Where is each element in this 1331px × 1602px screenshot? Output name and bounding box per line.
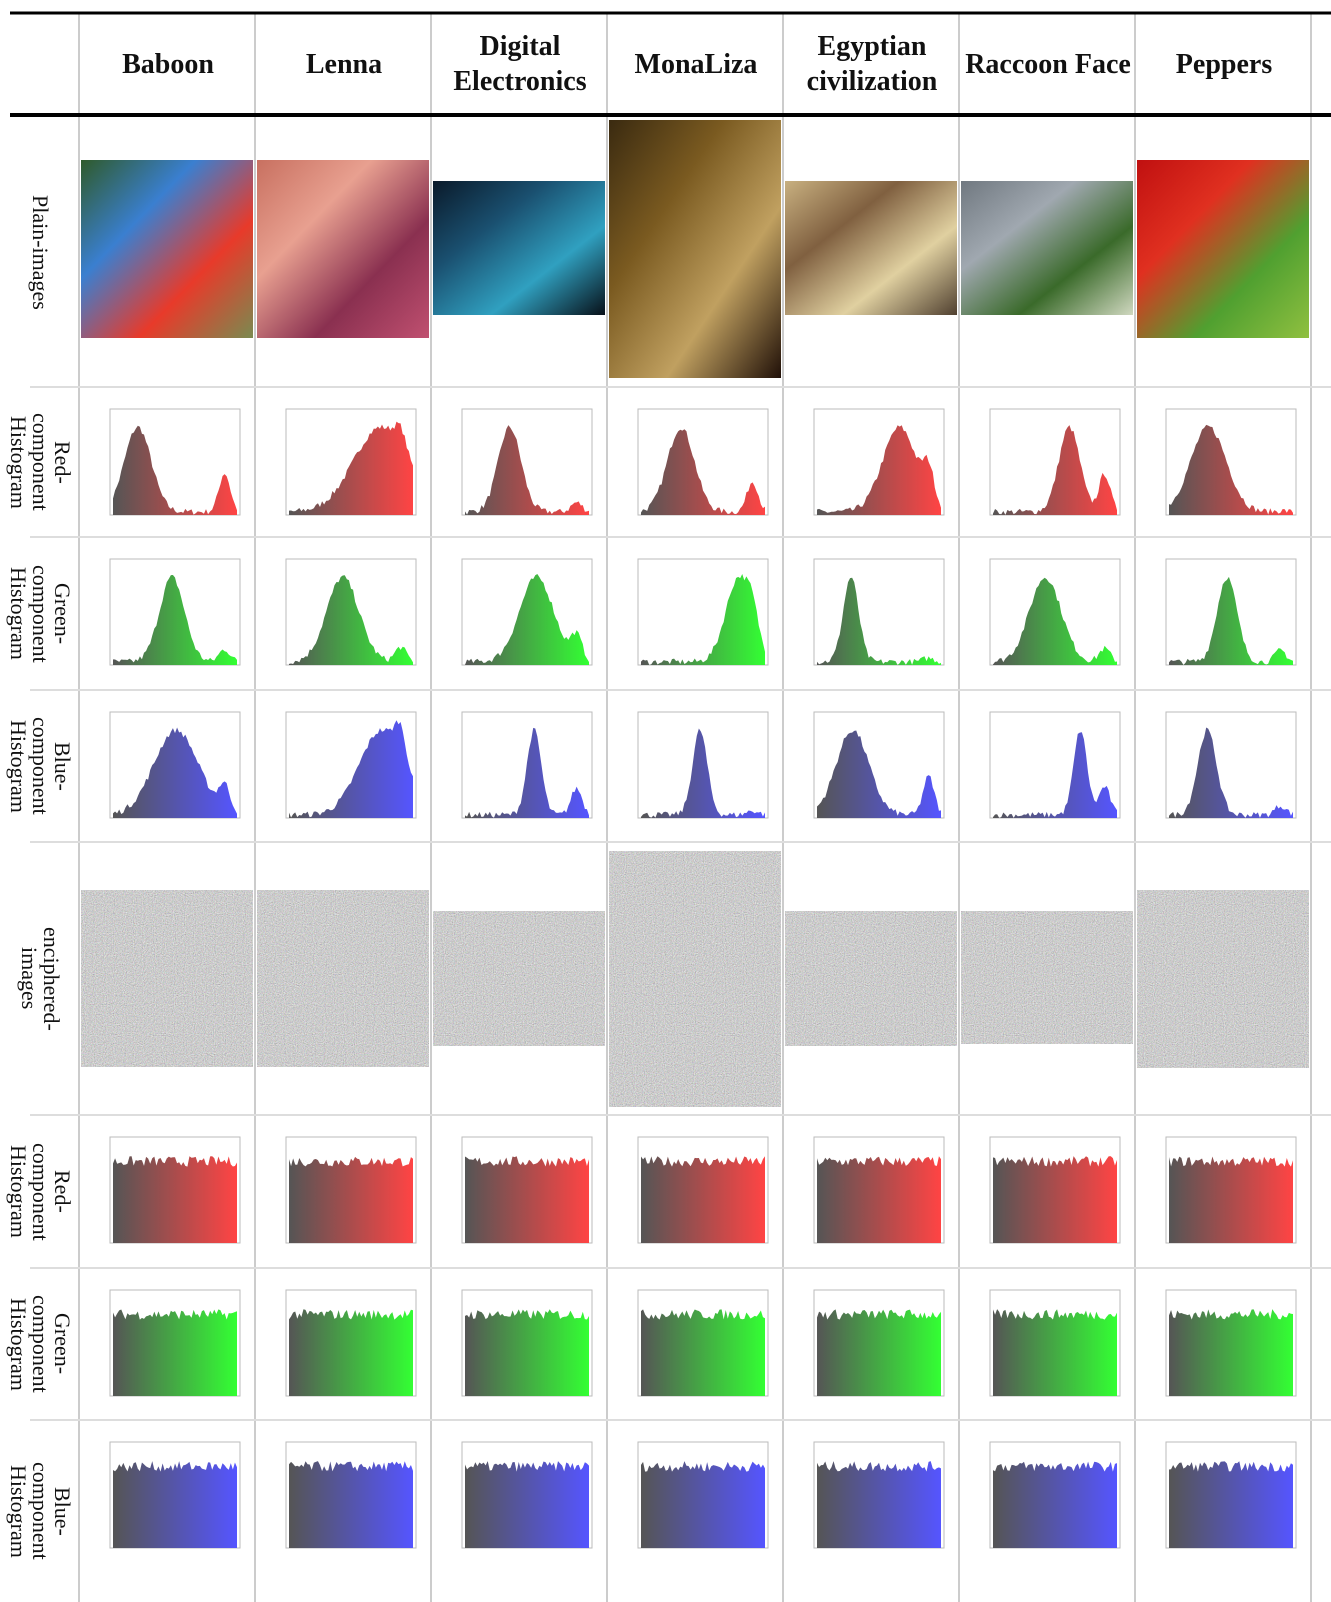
histogram-illustration <box>1169 1156 1293 1243</box>
column-header: Raccoon Face <box>962 14 1134 114</box>
histogram-frame <box>814 559 944 665</box>
plain-image <box>785 181 957 315</box>
row-label: Red-component Histogram <box>7 1133 73 1251</box>
enciphered-image <box>961 911 1133 1044</box>
column-header: Peppers <box>1138 14 1310 114</box>
histogram-illustration <box>993 1156 1117 1243</box>
row-label: Red-component Histogram <box>7 403 73 521</box>
enciphered-image <box>81 890 253 1067</box>
plain-image <box>433 181 605 315</box>
histogram-illustration <box>993 1462 1117 1548</box>
row-label-cell: enciphered-images <box>0 842 80 1115</box>
column-header: Lenna <box>258 14 430 114</box>
plain-image <box>1137 160 1309 338</box>
histogram-illustration <box>641 1461 765 1548</box>
enciphered-image <box>257 890 429 1067</box>
histogram-illustration <box>641 1156 765 1243</box>
histogram-illustration <box>817 1461 941 1548</box>
column-header: MonaLiza <box>610 14 782 114</box>
row-label: Blue-component Histogram <box>7 1452 73 1570</box>
histogram-illustration <box>817 1309 941 1396</box>
row-label-cell: Red-component Histogram <box>0 387 80 537</box>
row-label-cell: Blue-component Histogram <box>0 1420 80 1602</box>
histogram-illustration <box>113 1461 237 1548</box>
histogram-frame <box>1166 712 1296 818</box>
column-header: Baboon <box>82 14 254 114</box>
row-label: Blue-component Histogram <box>7 707 73 825</box>
row-label: Green-component Histogram <box>7 1285 73 1403</box>
histogram-illustration <box>993 1309 1117 1396</box>
column-header: Egyptian civilization <box>786 14 958 114</box>
histogram-illustration <box>465 1309 589 1396</box>
enciphered-image <box>609 851 781 1107</box>
histogram-illustration <box>113 1309 237 1396</box>
plain-image <box>609 120 781 378</box>
row-label: enciphered-images <box>18 920 62 1038</box>
figure <box>0 0 1331 1602</box>
row-label-cell: Green-component Histogram <box>0 1268 80 1420</box>
enciphered-image <box>1137 890 1309 1068</box>
column-header: Digital Electronics <box>434 14 606 114</box>
row-label-cell: Plain-images <box>0 118 80 387</box>
plain-image <box>257 160 429 338</box>
row-label: Green-component Histogram <box>7 555 73 673</box>
row-label-cell: Blue-component Histogram <box>0 690 80 842</box>
histogram-illustration <box>465 1461 589 1548</box>
page: BaboonLennaDigital ElectronicsMonaLizaEg… <box>0 0 1331 1602</box>
row-label: Plain-images <box>29 194 51 312</box>
histogram-illustration <box>1169 1461 1293 1548</box>
row-label-cell: Green-component Histogram <box>0 537 80 690</box>
enciphered-image <box>785 911 957 1046</box>
histogram-illustration <box>289 1157 413 1243</box>
histogram-illustration <box>289 1461 413 1548</box>
row-label-cell: Red-component Histogram <box>0 1115 80 1268</box>
plain-image <box>961 181 1133 315</box>
enciphered-image <box>433 911 605 1046</box>
histogram-illustration <box>817 1156 941 1243</box>
histogram-illustration <box>113 1156 237 1243</box>
histogram-illustration <box>465 1156 589 1243</box>
histogram-illustration <box>641 1309 765 1396</box>
plain-image <box>81 160 253 338</box>
histogram-illustration <box>289 1309 413 1396</box>
histogram-illustration <box>1169 1309 1293 1396</box>
